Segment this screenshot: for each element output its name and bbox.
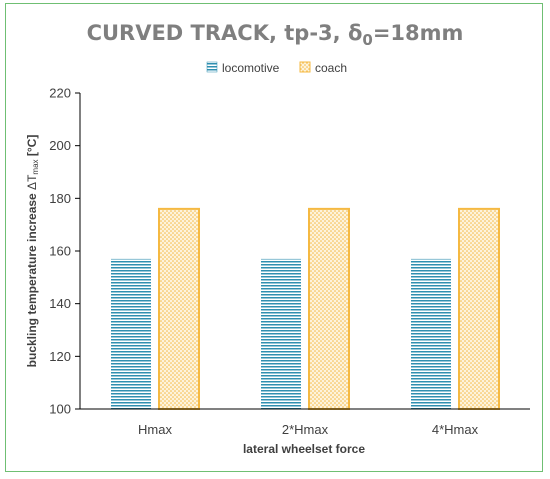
x-tick-label: 4*Hmax	[432, 422, 479, 437]
x-tick-label: 2*Hmax	[282, 422, 329, 437]
bar-coach-hmax	[158, 207, 200, 410]
y-tick-label: 120	[49, 349, 71, 364]
y-tick-label: 180	[49, 191, 71, 206]
legend-label-coach: coach	[315, 61, 347, 75]
chart-title: CURVED TRACK, tp-3, δ0=18mm	[87, 21, 464, 49]
bar-locomotive-4xhmax	[411, 258, 451, 409]
y-tick-label: 140	[49, 296, 71, 311]
bar-locomotive-2xhmax	[261, 258, 301, 409]
x-tick-label: Hmax	[138, 422, 172, 437]
y-tick-label: 160	[49, 244, 71, 259]
y-tick-label: 220	[49, 86, 71, 101]
bars	[111, 207, 500, 410]
bar-coach-4xhmax	[458, 207, 500, 410]
y-axis-title: buckling temperature increase ΔTmax [°C]	[25, 135, 40, 368]
x-axis-title: lateral wheelset force	[243, 442, 365, 456]
legend-swatch-coach	[299, 61, 311, 73]
y-tick-label: 100	[49, 402, 71, 417]
legend-swatch-locomotive	[206, 61, 218, 73]
bar-coach-2xhmax	[308, 207, 350, 410]
x-axis-ticks: Hmax 2*Hmax 4*Hmax	[138, 422, 479, 437]
legend-label-locomotive: locomotive	[222, 61, 280, 75]
y-tick-label: 200	[49, 138, 71, 153]
legend: locomotive coach	[206, 61, 347, 75]
bar-locomotive-hmax	[111, 258, 151, 409]
y-axis-ticks: 100 120 140 160 180 200 220	[49, 86, 80, 417]
